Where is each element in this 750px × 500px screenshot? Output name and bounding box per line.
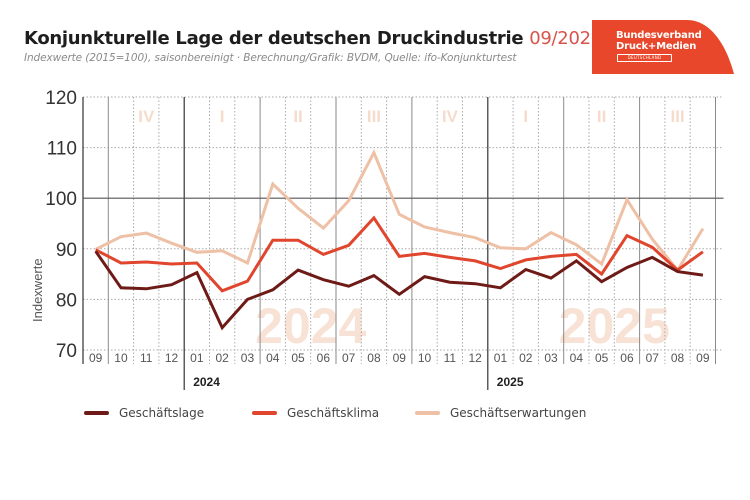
- x-tick-label: 04: [570, 351, 584, 365]
- x-tick-label: 10: [114, 351, 128, 365]
- logo-shape: [592, 20, 734, 74]
- x-tick-label: 07: [646, 351, 660, 365]
- x-tick-label: 03: [544, 351, 558, 365]
- logo-badge: DEUTSCHLAND: [617, 54, 672, 62]
- legend-item-geschaeftslage: Geschäftslage: [84, 406, 204, 420]
- legend-swatch-geschaeftslage: [84, 411, 109, 415]
- chart-title: Konjunkturelle Lage der deutschen Drucki…: [24, 28, 602, 49]
- x-tick-label: 06: [620, 351, 634, 365]
- x-tick-label: 09: [393, 351, 407, 365]
- x-tick-label: 04: [266, 351, 280, 365]
- quarter-label: III: [670, 107, 684, 126]
- legend-label-geschaeftslage: Geschäftslage: [119, 406, 205, 420]
- y-tick-label: 100: [45, 189, 77, 210]
- x-tick-label: 08: [671, 351, 685, 365]
- legend-item-geschaeftserwartungen: Geschäftserwartungen: [415, 406, 586, 420]
- x-tick-label: 11: [444, 351, 457, 365]
- x-tick-label: 01: [494, 351, 508, 365]
- y-tick-label: 80: [56, 290, 77, 311]
- x-tick-label: 12: [165, 351, 179, 365]
- quarter-label: II: [293, 107, 302, 126]
- x-tick-label: 09: [696, 351, 710, 365]
- legend-label-geschaeftserwartungen: Geschäftserwartungen: [450, 406, 587, 420]
- legend-item-geschaeftsklima: Geschäftsklima: [252, 406, 379, 420]
- series-line-geschaeftslage: [94, 250, 704, 331]
- legend-swatch-geschaeftserwartungen: [415, 411, 440, 415]
- x-tick-label: 05: [291, 351, 305, 365]
- x-tick-label: 11: [140, 351, 153, 365]
- x-tick-label: 02: [215, 351, 229, 365]
- y-tick-label: 110: [47, 139, 77, 160]
- chart-subtitle: Indexwerte (2015=100), saisonbereinigt ·…: [24, 52, 517, 64]
- x-tick-label: 01: [190, 351, 204, 365]
- legend-swatch-geschaeftsklima: [252, 411, 277, 415]
- y-tick-label: 90: [56, 240, 77, 261]
- series-line-geschaeftsklima: [95, 215, 704, 293]
- legend: Geschäftslage Geschäftsklima Geschäftser…: [0, 406, 750, 426]
- x-tick-label: 06: [317, 351, 331, 365]
- legend-label-geschaeftsklima: Geschäftsklima: [287, 406, 380, 420]
- chart-title-date: 09/2025: [529, 28, 602, 49]
- x-tick-label: 02: [519, 351, 533, 365]
- series-line-geschaeftserwartungen: [95, 149, 705, 273]
- x-tick-label: 08: [367, 351, 381, 365]
- quarter-label: IV: [138, 107, 155, 126]
- x-tick-label: 03: [241, 351, 255, 365]
- quarter-label: III: [367, 107, 381, 126]
- y-tick-labels: 70 80 90 100 110 120: [45, 88, 77, 362]
- y-tick-label: 70: [56, 341, 77, 362]
- logo-line-1: Bundesverband: [616, 30, 702, 41]
- quarter-label: I: [220, 107, 225, 126]
- year-label: 2025: [497, 375, 524, 389]
- x-tick-label: 07: [342, 351, 356, 365]
- x-tick-label: 10: [418, 351, 432, 365]
- quarter-label: II: [597, 107, 606, 126]
- logo-background: [592, 20, 734, 74]
- quarter-label: I: [523, 107, 528, 126]
- logo-line-2: Druck+Medien: [616, 41, 697, 52]
- chart-title-text: Konjunkturelle Lage der deutschen Drucki…: [24, 28, 524, 49]
- series-lines: [94, 149, 705, 331]
- y-axis-label: Indexwerte: [30, 258, 45, 322]
- quarter-labels: IV I II III IV I II III: [138, 107, 684, 126]
- x-tick-label: 05: [595, 351, 609, 365]
- x-tick-labels: 09 10 11 12 01 02 03 04 05 06 07 08 09 10 11 12 01 02 03 04…: [89, 351, 710, 389]
- year-label: 2024: [193, 375, 220, 389]
- x-tick-label: 12: [468, 351, 482, 365]
- logo-text: Bundesverband Druck+Medien: [616, 30, 702, 52]
- y-tick-label: 120: [45, 88, 77, 109]
- quarter-label: IV: [442, 107, 459, 126]
- x-tick-label: 09: [89, 351, 103, 365]
